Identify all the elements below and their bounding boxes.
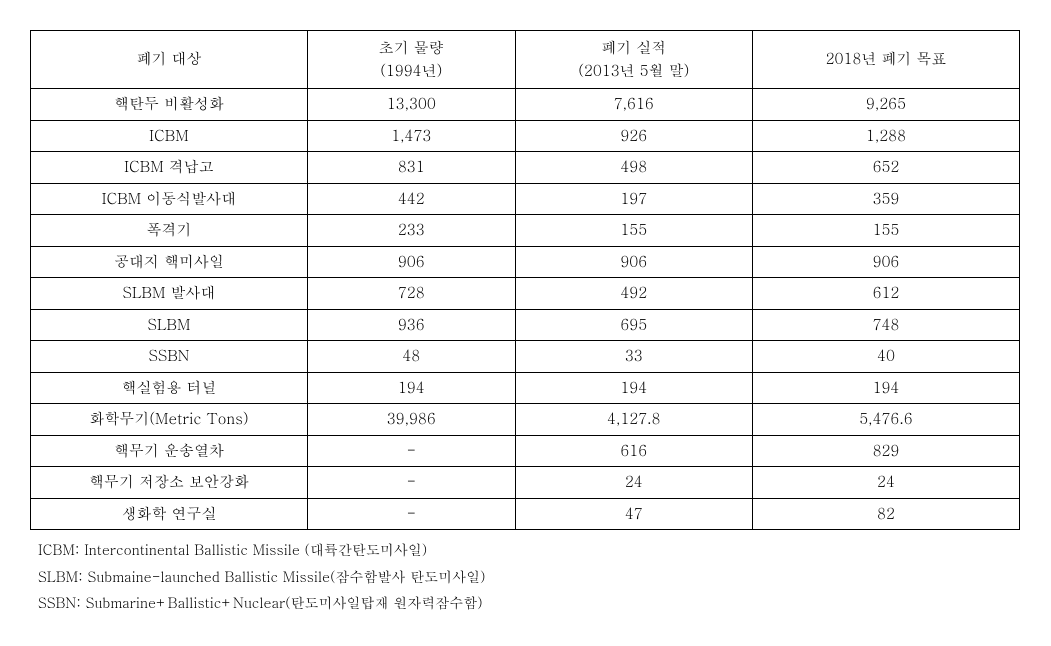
cell-value: 194: [515, 372, 752, 404]
cell-value: -: [307, 467, 515, 499]
cell-label: 폭격기: [31, 215, 308, 247]
document-container: 폐기 대상 초기 물량 (1994년) 폐기 실적 (2013년 5월 말) 2…: [30, 30, 1020, 616]
cell-value: 155: [515, 215, 752, 247]
header-text: 폐기 대상: [136, 48, 201, 69]
table-row: SSBN 48 33 40: [31, 341, 1020, 373]
table-row: 생화학 연구실 - 47 82: [31, 498, 1020, 530]
cell-label: 공대지 핵미사일: [31, 246, 308, 278]
cell-value: 7,616: [515, 89, 752, 121]
table-row: ICBM 이동식발사대 442 197 359: [31, 183, 1020, 215]
cell-label: 핵탄두 비활성화: [31, 89, 308, 121]
cell-value: 492: [515, 278, 752, 310]
cell-label: 화학무기(Metric Tons): [31, 404, 308, 436]
cell-value: 13,300: [307, 89, 515, 121]
cell-value: 442: [307, 183, 515, 215]
footnote-line: SSBN: Submarine+Ballistic+Nuclear(탄도미사일탑…: [38, 589, 1020, 616]
table-header: 폐기 대상 초기 물량 (1994년) 폐기 실적 (2013년 5월 말) 2…: [31, 31, 1020, 89]
footnotes: ICBM: Intercontinental Ballistic Missile…: [30, 536, 1020, 616]
disposal-table: 폐기 대상 초기 물량 (1994년) 폐기 실적 (2013년 5월 말) 2…: [30, 30, 1020, 530]
cell-value: 48: [307, 341, 515, 373]
cell-value: 926: [515, 120, 752, 152]
header-text-line2: (2013년 5월 말): [578, 60, 689, 81]
cell-value: 829: [752, 435, 1019, 467]
cell-value: 1,473: [307, 120, 515, 152]
cell-label: SLBM: [31, 309, 308, 341]
cell-value: 936: [307, 309, 515, 341]
header-text-line2: (1994년): [380, 60, 442, 81]
cell-value: 906: [307, 246, 515, 278]
cell-value: 652: [752, 152, 1019, 184]
table-row: 화학무기(Metric Tons) 39,986 4,127.8 5,476.6: [31, 404, 1020, 436]
cell-value: 612: [752, 278, 1019, 310]
header-actual: 폐기 실적 (2013년 5월 말): [515, 31, 752, 89]
header-text-line1: 초기 물량: [379, 37, 444, 58]
table-row: SLBM 936 695 748: [31, 309, 1020, 341]
cell-label: ICBM 격납고: [31, 152, 308, 184]
cell-value: 831: [307, 152, 515, 184]
cell-label: ICBM 이동식발사대: [31, 183, 308, 215]
cell-value: 4,127.8: [515, 404, 752, 436]
cell-value: 155: [752, 215, 1019, 247]
table-row: 핵무기 저장소 보안강화 - 24 24: [31, 467, 1020, 499]
header-goal: 2018년 폐기 목표: [752, 31, 1019, 89]
cell-value: 194: [752, 372, 1019, 404]
cell-value: 24: [752, 467, 1019, 499]
cell-value: 1,288: [752, 120, 1019, 152]
cell-label: 생화학 연구실: [31, 498, 308, 530]
cell-value: 906: [752, 246, 1019, 278]
cell-label: SLBM 발사대: [31, 278, 308, 310]
cell-label: SSBN: [31, 341, 308, 373]
cell-value: 197: [515, 183, 752, 215]
cell-value: 906: [515, 246, 752, 278]
cell-value: -: [307, 498, 515, 530]
footnote-line: ICBM: Intercontinental Ballistic Missile…: [38, 536, 1020, 563]
cell-value: 498: [515, 152, 752, 184]
table-row: 핵실험용 터널 194 194 194: [31, 372, 1020, 404]
cell-value: 359: [752, 183, 1019, 215]
header-row: 폐기 대상 초기 물량 (1994년) 폐기 실적 (2013년 5월 말) 2…: [31, 31, 1020, 89]
table-row: 핵무기 운송열차 - 616 829: [31, 435, 1020, 467]
table-row: 폭격기 233 155 155: [31, 215, 1020, 247]
cell-value: 728: [307, 278, 515, 310]
cell-value: 5,476.6: [752, 404, 1019, 436]
header-initial: 초기 물량 (1994년): [307, 31, 515, 89]
cell-value: 695: [515, 309, 752, 341]
table-row: ICBM 1,473 926 1,288: [31, 120, 1020, 152]
cell-value: 40: [752, 341, 1019, 373]
cell-value: 194: [307, 372, 515, 404]
table-row: 공대지 핵미사일 906 906 906: [31, 246, 1020, 278]
table-row: ICBM 격납고 831 498 652: [31, 152, 1020, 184]
cell-value: 748: [752, 309, 1019, 341]
cell-value: 33: [515, 341, 752, 373]
table-body: 핵탄두 비활성화 13,300 7,616 9,265 ICBM 1,473 9…: [31, 89, 1020, 530]
table-row: 핵탄두 비활성화 13,300 7,616 9,265: [31, 89, 1020, 121]
cell-label: ICBM: [31, 120, 308, 152]
table-row: SLBM 발사대 728 492 612: [31, 278, 1020, 310]
cell-label: 핵무기 저장소 보안강화: [31, 467, 308, 499]
cell-value: 82: [752, 498, 1019, 530]
cell-value: 47: [515, 498, 752, 530]
cell-value: 233: [307, 215, 515, 247]
cell-value: 616: [515, 435, 752, 467]
cell-value: 39,986: [307, 404, 515, 436]
cell-value: -: [307, 435, 515, 467]
cell-value: 9,265: [752, 89, 1019, 121]
cell-label: 핵무기 운송열차: [31, 435, 308, 467]
footnote-line: SLBM: Submaine-launched Ballistic Missil…: [38, 563, 1020, 590]
header-target: 폐기 대상: [31, 31, 308, 89]
cell-value: 24: [515, 467, 752, 499]
header-text: 2018년 폐기 목표: [826, 48, 947, 69]
cell-label: 핵실험용 터널: [31, 372, 308, 404]
header-text-line1: 폐기 실적: [601, 37, 666, 58]
